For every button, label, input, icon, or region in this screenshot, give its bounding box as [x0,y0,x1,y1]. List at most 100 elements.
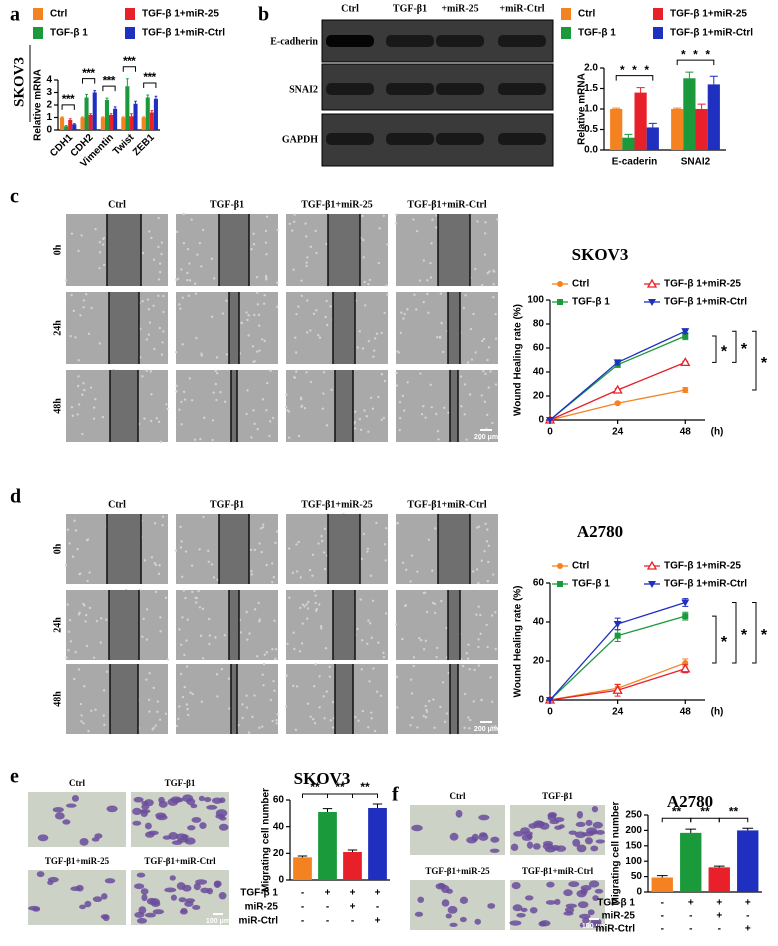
bar [318,812,337,880]
condition-label: TGF-β1+miR-Ctrl [144,856,216,866]
cell [524,895,534,901]
texture [487,386,490,389]
texture [284,705,288,708]
texture [150,419,153,423]
texture [423,591,427,594]
texture [175,384,178,388]
texture [384,526,388,530]
texture [430,242,433,245]
cell [164,887,177,893]
texture [214,382,218,386]
bar [707,84,720,150]
texture [239,631,242,634]
texture [148,230,151,233]
texture [185,703,189,706]
texture [443,720,447,724]
texture [474,267,477,271]
texture [364,304,367,307]
significance-label: * [82,66,87,80]
texture [261,725,264,728]
texture [258,620,261,623]
texture [433,611,437,615]
texture [315,309,318,312]
wound-gap [333,292,355,364]
texture [384,559,387,562]
texture [77,668,81,671]
texture [215,398,218,402]
y-tick-label: 40 [533,367,545,378]
texture [372,355,375,358]
texture [314,609,318,612]
texture [380,373,384,376]
texture [185,639,188,642]
cell [510,843,519,852]
texture [72,309,76,313]
bar [100,117,105,130]
texture [422,404,425,408]
texture [253,694,256,697]
texture [463,383,467,386]
texture [435,412,438,416]
condition-label: Ctrl [450,791,466,801]
texture [87,332,91,336]
texture [82,382,85,385]
texture [492,573,495,576]
band [326,83,374,95]
texture [373,729,377,733]
texture [410,692,414,695]
texture [194,601,198,604]
condition-label: TGF-β1 [210,499,244,510]
texture [329,719,333,722]
texture [367,430,370,433]
texture [436,336,439,339]
legend-label: Ctrl [572,279,589,290]
texture [300,404,304,408]
texture [379,694,383,697]
texture [475,613,478,616]
texture [94,227,97,231]
texture [331,700,335,704]
legend-label: TGF-β 1+miR-25 [670,9,747,20]
condition-label: TGF-β1 [542,791,573,801]
condition-label: TGF-β1+miR-Ctrl [522,866,594,876]
texture [90,306,93,310]
marker [682,387,689,393]
marker [682,333,689,339]
condition-mark: - [351,916,354,927]
texture [395,522,399,525]
bar [695,109,708,150]
texture [250,248,253,251]
condition-name: TGF-β 1 [240,888,278,899]
texture [464,294,467,297]
texture [357,719,360,723]
texture [64,279,68,282]
texture [477,605,480,608]
bar [293,857,312,880]
texture [207,549,210,553]
cell [136,872,146,878]
texture [153,561,157,565]
texture [299,576,302,579]
significance-bracket [352,793,378,798]
texture [494,383,498,386]
cell [170,894,177,901]
texture [298,650,302,653]
texture [180,400,183,404]
texture [305,264,308,268]
texture [157,216,160,220]
texture [356,627,359,631]
texture [331,726,335,729]
texture [422,648,426,651]
error-bar [648,122,657,128]
texture [68,542,71,545]
texture [176,277,180,281]
cell [206,887,214,895]
texture [185,665,189,668]
legend-label: Ctrl [572,561,589,572]
x-tick-label: 48 [680,707,692,718]
cell [532,843,541,850]
texture [488,270,491,273]
texture [81,393,84,396]
significance-bracket [143,82,157,88]
